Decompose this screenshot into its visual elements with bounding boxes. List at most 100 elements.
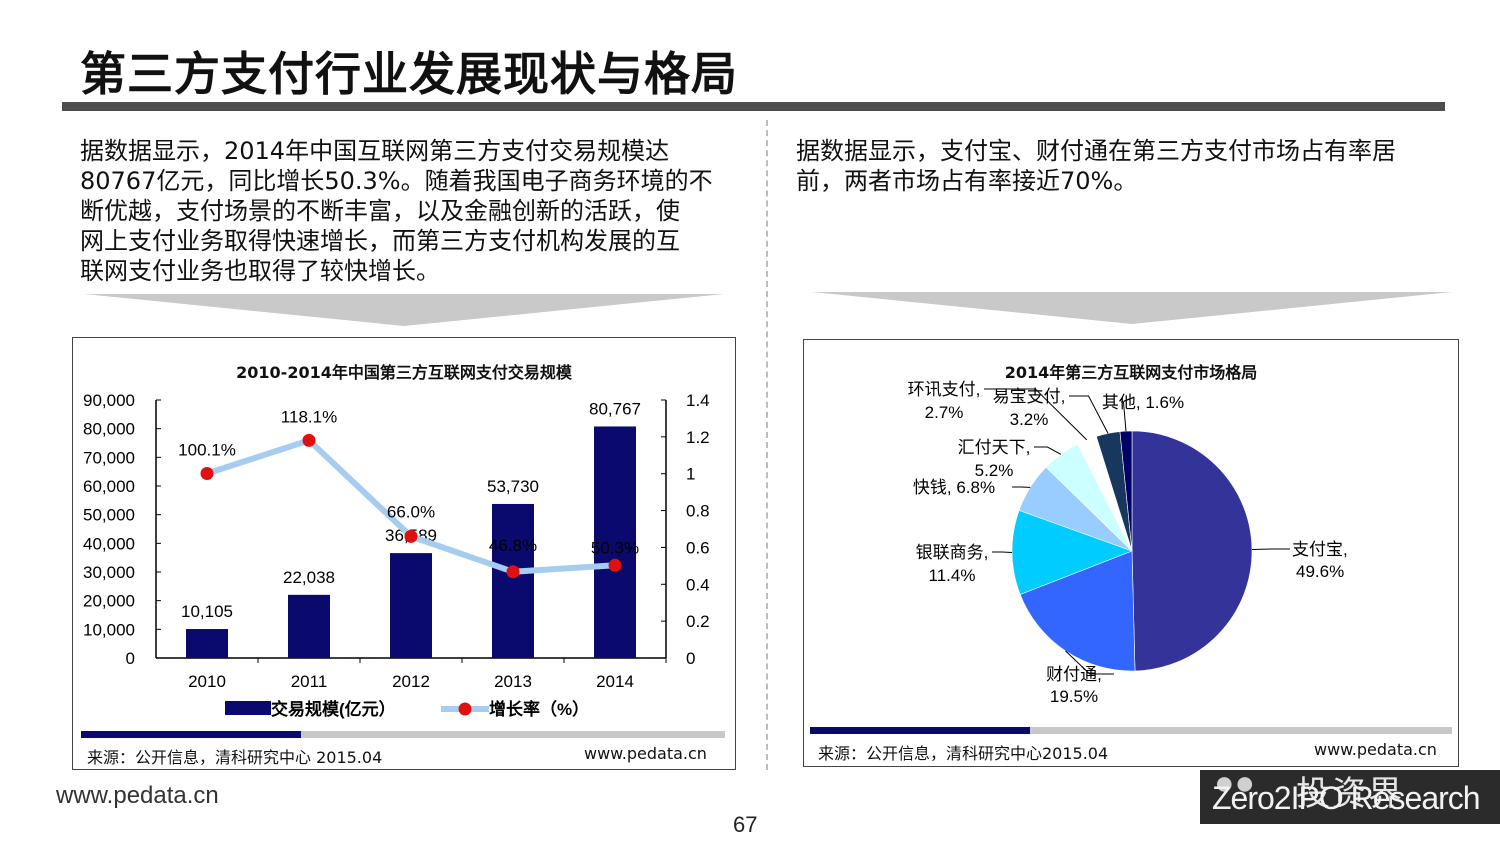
pie-leader-line bbox=[1121, 401, 1127, 432]
bar bbox=[186, 629, 228, 658]
left-text-line: 据数据显示，2014年中国互联网第三方支付交易规模达 bbox=[80, 137, 670, 165]
pie-slice-value: 5.2% bbox=[975, 461, 1014, 480]
growth-value-label: 100.1% bbox=[178, 441, 236, 460]
pie-slice-value: 2.7% bbox=[925, 403, 964, 422]
pie-slice-name: 环讯支付, bbox=[908, 380, 981, 399]
growth-marker bbox=[608, 558, 622, 572]
growth-marker bbox=[404, 529, 418, 543]
growth-value-label: 66.0% bbox=[387, 502, 435, 521]
left-source-text: 来源：公开信息，清科研究中心 2015.04 bbox=[87, 748, 383, 767]
left-axis-tick-label: 90,000 bbox=[83, 391, 135, 410]
pie-slice-name: 支付宝, bbox=[1292, 540, 1348, 559]
bar bbox=[288, 594, 330, 658]
legend-bar-label: 交易规模(亿元） bbox=[271, 699, 396, 719]
pie-leader-line bbox=[1069, 395, 1109, 434]
bar-value-label: 80,767 bbox=[589, 399, 641, 418]
combo-chart-title: 2010-2014年中国第三方互联网支付交易规模 bbox=[236, 363, 572, 382]
left-axis-tick-label: 10,000 bbox=[83, 620, 135, 639]
combo-chart: 0 10,000 20,000 30,000 40,000 50,000 60,000 70,… bbox=[83, 391, 710, 719]
x-axis-tick-label: 2012 bbox=[392, 672, 430, 691]
pie-slice-value: 3.2% bbox=[1010, 410, 1049, 429]
x-axis-tick-label: 2014 bbox=[596, 672, 634, 691]
right-axis-tick-label: 0.6 bbox=[686, 538, 710, 557]
right-down-arrow bbox=[812, 292, 1452, 324]
pie-leader-line bbox=[992, 551, 1013, 554]
right-axis-tick-label: 0 bbox=[686, 649, 695, 668]
left-description: 据数据显示，2014年中国互联网第三方支付交易规模达 80767亿元，同比增长5… bbox=[80, 136, 750, 286]
bar bbox=[594, 426, 636, 658]
bar bbox=[390, 553, 432, 658]
pie-leader-line bbox=[1065, 650, 1114, 675]
left-text-line: 80767亿元，同比增长50.3%。随着我国电子商务环境的不 bbox=[80, 167, 713, 195]
right-axis-tick-label: 1.4 bbox=[686, 391, 710, 410]
left-axis-tick-label: 40,000 bbox=[83, 534, 135, 553]
growth-marker bbox=[200, 467, 214, 481]
pie-chart-title: 2014年第三方互联网支付市场格局 bbox=[1004, 363, 1258, 382]
x-axis-tick-label: 2010 bbox=[188, 672, 226, 691]
pie-slice-label: 其他, 1.6% bbox=[1102, 393, 1184, 412]
pie-chart-panel: 2014年第三方互联网支付市场格局 支付宝, 49.6% 财付通, 19.5% 银联商务… bbox=[803, 339, 1459, 767]
x-axis-tick-label: 2013 bbox=[494, 672, 532, 691]
bar bbox=[492, 503, 534, 658]
brand-cn: 投资界 bbox=[1296, 774, 1404, 814]
right-text-line: 据数据显示，支付宝、财付通在第三方支付市场占有率居 bbox=[796, 137, 1396, 165]
right-axis-tick-label: 0.4 bbox=[686, 575, 710, 594]
right-axis-tick-label: 1 bbox=[686, 465, 695, 484]
pie-slice-name: 银联商务, bbox=[916, 543, 989, 562]
brand-en: Zero2IPO Research bbox=[1212, 780, 1481, 816]
bar-value-label: 10,105 bbox=[181, 602, 233, 621]
growth-marker bbox=[302, 433, 316, 447]
pie-slice-name: 汇付天下, bbox=[958, 438, 1031, 457]
footer-url: www.pedata.cn bbox=[56, 782, 219, 809]
right-axis-tick-label: 0.2 bbox=[686, 612, 710, 631]
page-title: 第三方支付行业发展现状与格局 bbox=[80, 47, 738, 101]
left-axis-tick-label: 60,000 bbox=[83, 477, 135, 496]
growth-value-label: 50.3% bbox=[591, 538, 639, 557]
title-underline bbox=[62, 102, 1445, 111]
right-source-bar bbox=[810, 727, 1452, 734]
pie-slice-value: 49.6% bbox=[1296, 562, 1344, 581]
right-source-text: 来源：公开信息，清科研究中心2015.04 bbox=[818, 744, 1109, 763]
right-text-line: 前，两者市场占有率接近70%。 bbox=[796, 167, 1138, 195]
left-down-arrow bbox=[84, 294, 724, 326]
left-source-bar bbox=[81, 731, 725, 738]
right-axis-tick-label: 0.8 bbox=[686, 502, 710, 521]
bar-value-label: 53,730 bbox=[487, 477, 539, 496]
combo-chart-panel: 2010-2014年中国第三方互联网支付交易规模 0 10,000 20,000 30… bbox=[72, 337, 736, 770]
left-source-url: www.pedata.cn bbox=[584, 744, 707, 763]
pie-leader-line bbox=[984, 388, 1088, 441]
left-axis-tick-label: 30,000 bbox=[83, 563, 135, 582]
pie-slice-name: 易宝支付, bbox=[993, 387, 1066, 406]
left-axis-tick-label: 70,000 bbox=[83, 448, 135, 467]
pie-slice-value: 11.4% bbox=[929, 566, 976, 585]
left-axis-tick-label: 80,000 bbox=[83, 420, 135, 439]
growth-value-label: 118.1% bbox=[281, 407, 337, 426]
page-number: 67 bbox=[733, 812, 758, 837]
legend-line-marker bbox=[458, 702, 472, 716]
pie-chart: 支付宝, 49.6% 财付通, 19.5% 银联商务, 11.4% 快钱, 6.8% 汇付天下… bbox=[908, 380, 1348, 706]
pie-slice bbox=[1131, 430, 1253, 672]
brand-badge: ●● 投资界 Zero2IPO Research bbox=[1200, 770, 1500, 824]
wechat-icon: ●● bbox=[1214, 770, 1256, 802]
pie-slice-label: 快钱, 6.8% bbox=[913, 478, 995, 497]
pie-leader-line bbox=[1034, 446, 1062, 455]
left-axis-tick-label: 20,000 bbox=[83, 592, 135, 611]
pie-slice-value: 19.5% bbox=[1050, 687, 1098, 706]
legend-line-label: 增长率（%） bbox=[489, 699, 589, 719]
pie-slice-name: 财付通, bbox=[1046, 665, 1102, 684]
column-divider bbox=[766, 120, 768, 770]
right-axis-tick-label: 1.2 bbox=[686, 428, 710, 447]
left-axis-tick-label: 0 bbox=[126, 649, 135, 668]
growth-marker bbox=[506, 565, 520, 579]
left-text-line: 联网支付业务也取得了较快增长。 bbox=[80, 257, 440, 285]
legend-bar-swatch bbox=[225, 701, 271, 715]
bar-value-label: 22,038 bbox=[283, 568, 335, 587]
growth-value-label: 46.8% bbox=[489, 536, 537, 555]
pie-slice bbox=[1019, 550, 1136, 672]
left-text-line: 断优越，支付场景的不断丰富，以及金融创新的活跃，使 bbox=[80, 197, 680, 225]
right-source-url: www.pedata.cn bbox=[1314, 740, 1437, 759]
left-text-line: 网上支付业务取得快速增长，而第三方支付机构发展的互 bbox=[80, 227, 680, 255]
x-axis-tick-label: 2011 bbox=[291, 672, 328, 691]
pie-slice bbox=[1119, 430, 1133, 552]
left-axis-tick-label: 50,000 bbox=[83, 506, 135, 525]
